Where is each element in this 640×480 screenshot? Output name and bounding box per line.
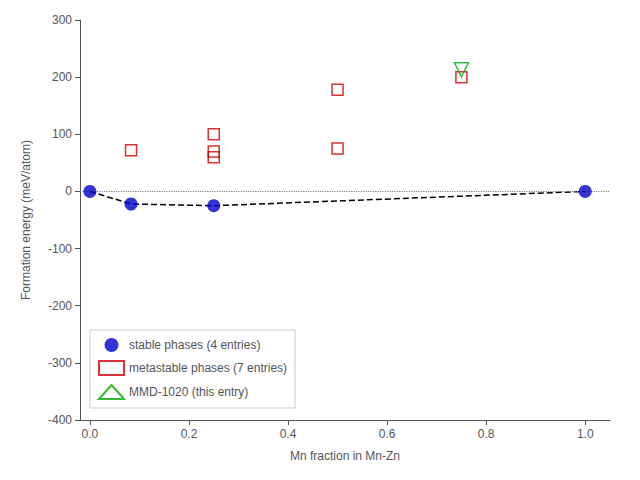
svg-text:MMD-1020 (this entry): MMD-1020 (this entry) [129,385,248,399]
svg-text:0.0: 0.0 [82,427,99,441]
svg-text:300: 300 [52,13,72,27]
svg-text:stable phases (4 entries): stable phases (4 entries) [129,338,260,352]
svg-text:-200: -200 [48,299,72,313]
svg-text:Formation energy (meV/atom): Formation energy (meV/atom) [19,140,33,300]
svg-text:0.2: 0.2 [181,427,198,441]
svg-text:Mn fraction in Mn-Zn: Mn fraction in Mn-Zn [290,449,400,463]
svg-text:100: 100 [52,127,72,141]
svg-text:-400: -400 [48,413,72,427]
svg-text:1.0: 1.0 [577,427,594,441]
svg-text:0.4: 0.4 [280,427,297,441]
svg-text:200: 200 [52,70,72,84]
svg-text:-300: -300 [48,356,72,370]
svg-text:0.8: 0.8 [478,427,495,441]
svg-text:-100: -100 [48,242,72,256]
svg-text:0.6: 0.6 [379,427,396,441]
svg-text:0: 0 [65,184,72,198]
svg-text:metastable phases (7 entries): metastable phases (7 entries) [129,361,287,375]
